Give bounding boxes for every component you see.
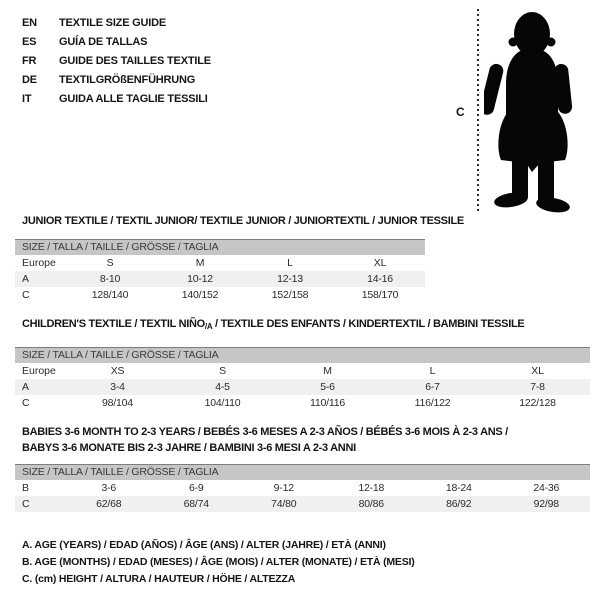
row-label: C — [22, 397, 30, 409]
age-cell: 12-18 — [358, 482, 385, 494]
baby-silhouette-icon — [484, 12, 573, 213]
footnote-b: B. AGE (MONTHS) / EDAD (MESES) / ÂGE (MO… — [22, 556, 415, 568]
language-title-block: EN TEXTILE SIZE GUIDE ES GUÍA DE TALLAS … — [22, 13, 211, 108]
row-label: C — [22, 498, 30, 510]
table-row-children-height: C 98/104 104/110 110/116 116/122 122/128 — [15, 395, 590, 411]
children-title-sub: /A — [204, 322, 213, 331]
age-cell: 10-12 — [187, 273, 213, 285]
babies-size-header-bar: SIZE / TALLA / TAILLE / GRÖSSE / TAGLIA — [15, 464, 590, 480]
height-c-label: C — [456, 105, 465, 119]
height-cell: 92/98 — [533, 498, 559, 510]
height-cell: 62/68 — [96, 498, 122, 510]
size-cell: L — [287, 257, 293, 269]
language-row-it: IT GUIDA ALLE TAGLIE TESSILI — [22, 89, 211, 108]
height-cell: 98/104 — [102, 397, 133, 409]
table-row-junior-height: C 128/140 140/152 152/158 158/170 — [15, 287, 425, 303]
row-label: B — [22, 482, 30, 494]
size-cell: S — [106, 257, 114, 269]
language-code: ES — [22, 35, 37, 48]
row-label: Europe — [22, 365, 56, 377]
age-cell: 18-24 — [445, 482, 472, 494]
age-cell: 3-6 — [101, 482, 117, 494]
age-cell: 14-16 — [367, 273, 393, 285]
children-section-title: CHILDREN'S TEXTILE / TEXTIL NIÑO/A / TEX… — [22, 318, 525, 331]
babies-size-table: SIZE / TALLA / TAILLE / GRÖSSE / TAGLIA … — [15, 464, 590, 512]
children-title-post: / TEXTILE DES ENFANTS / KINDERTEXTIL / B… — [212, 318, 525, 330]
language-row-es: ES GUÍA DE TALLAS — [22, 32, 211, 51]
footnote-c: C. (cm) HEIGHT / ALTURA / HAUTEUR / HÖHE… — [22, 573, 296, 585]
height-cell: 80/86 — [358, 498, 384, 510]
size-cell: XL — [531, 365, 544, 377]
language-code: EN — [22, 16, 37, 29]
height-cell: 158/170 — [361, 289, 399, 301]
age-cell: 6-9 — [188, 482, 204, 494]
size-cell: S — [219, 365, 226, 377]
size-cell: XL — [373, 257, 387, 269]
table-row-children-age: A 3-4 4-5 5-6 6-7 7-8 — [15, 379, 590, 395]
height-cell: 68/74 — [183, 498, 209, 510]
guide-title-de: TEXTILGRÖßENFÜHRUNG — [59, 73, 196, 86]
junior-section-title: JUNIOR TEXTILE / TEXTIL JUNIOR/ TEXTILE … — [22, 215, 464, 227]
footnote-a: A. AGE (YEARS) / EDAD (AÑOS) / ÂGE (ANS)… — [22, 539, 386, 551]
language-code: IT — [22, 92, 32, 105]
junior-size-table: SIZE / TALLA / TAILLE / GRÖSSE / TAGLIA … — [15, 239, 425, 303]
age-cell: 5-6 — [320, 381, 335, 393]
table-row-babies-height: C 62/68 68/74 74/80 80/86 86/92 92/98 — [15, 496, 590, 512]
guide-title-fr: GUIDE DES TAILLES TEXTILE — [59, 54, 211, 67]
height-cell: 86/92 — [446, 498, 472, 510]
table-row-babies-age: B 3-6 6-9 9-12 12-18 18-24 24-36 — [15, 480, 590, 496]
children-size-table: SIZE / TALLA / TAILLE / GRÖSSE / TAGLIA … — [15, 347, 590, 411]
age-cell: 8-10 — [99, 273, 121, 285]
size-cell: M — [323, 365, 332, 377]
size-cell: L — [429, 365, 436, 377]
height-measure-figure: C — [440, 0, 600, 225]
height-cell: 122/128 — [519, 397, 556, 409]
babies-section-title-line1: BABIES 3-6 MONTH TO 2-3 YEARS / BEBÉS 3-… — [22, 426, 508, 438]
height-cell: 152/158 — [271, 289, 309, 301]
children-title-pre: CHILDREN'S TEXTILE / TEXTIL NIÑO — [22, 318, 205, 330]
age-cell: 12-13 — [277, 273, 303, 285]
table-row-children-europe: Europe XS S M L XL — [15, 363, 590, 379]
age-cell: 24-36 — [533, 482, 560, 494]
row-label: A — [22, 273, 30, 285]
age-cell: 7-8 — [530, 381, 545, 393]
babies-section-title-line2: BABYS 3-6 MONATE BIS 2-3 JAHRE / BAMBINI… — [22, 442, 356, 454]
table-row-junior-europe: Europe S M L XL — [15, 255, 425, 271]
age-cell: 3-4 — [110, 381, 125, 393]
height-cell: 104/110 — [204, 397, 241, 409]
height-dotted-line — [477, 9, 479, 211]
age-cell: 6-7 — [425, 381, 440, 393]
language-row-de: DE TEXTILGRÖßENFÜHRUNG — [22, 70, 211, 89]
row-label: A — [22, 381, 30, 393]
row-label: Europe — [22, 257, 56, 269]
height-cell: 74/80 — [271, 498, 297, 510]
table-row-junior-age: A 8-10 10-12 12-13 14-16 — [15, 271, 425, 287]
row-label: C — [22, 289, 30, 301]
children-size-header-bar: SIZE / TALLA / TAILLE / GRÖSSE / TAGLIA — [15, 347, 590, 363]
height-cell: 140/152 — [181, 289, 219, 301]
language-code: DE — [22, 73, 37, 86]
height-cell: 110/116 — [310, 397, 345, 409]
age-cell: 9-12 — [273, 482, 294, 494]
guide-title-en: TEXTILE SIZE GUIDE — [59, 16, 167, 29]
legend-footnotes: A. AGE (YEARS) / EDAD (AÑOS) / ÂGE (ANS)… — [22, 537, 415, 588]
height-cell: 128/140 — [91, 289, 129, 301]
language-row-fr: FR GUIDE DES TAILLES TEXTILE — [22, 51, 211, 70]
junior-size-header-bar: SIZE / TALLA / TAILLE / GRÖSSE / TAGLIA — [15, 239, 425, 255]
guide-title-it: GUIDA ALLE TAGLIE TESSILI — [59, 92, 208, 105]
size-cell: XS — [110, 365, 125, 377]
language-code: FR — [22, 54, 37, 67]
guide-title-es: GUÍA DE TALLAS — [59, 35, 148, 48]
size-cell: M — [195, 257, 205, 269]
age-cell: 4-5 — [215, 381, 230, 393]
language-row-en: EN TEXTILE SIZE GUIDE — [22, 13, 211, 32]
height-cell: 116/122 — [414, 397, 451, 409]
